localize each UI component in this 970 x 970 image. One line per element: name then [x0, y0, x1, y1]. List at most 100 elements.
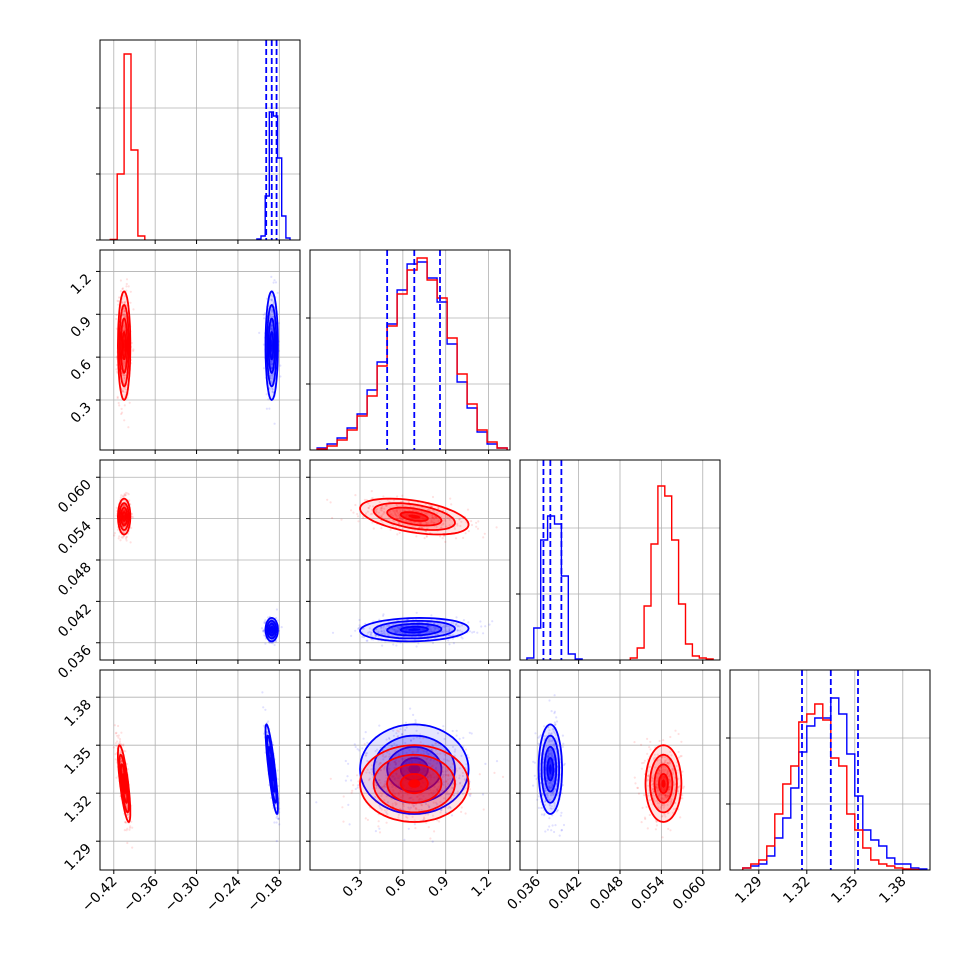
scatter-point	[403, 509, 406, 512]
scatter-point	[416, 761, 419, 764]
gridlines-2-2	[520, 460, 720, 660]
scatter-point	[550, 740, 554, 743]
scatter-point	[364, 622, 367, 625]
scatter-point	[117, 296, 121, 299]
scatter-point	[483, 532, 486, 535]
scatter-point	[467, 621, 470, 624]
scatter-point	[125, 829, 128, 832]
scatter-point	[117, 734, 120, 737]
scatter-point	[546, 755, 550, 758]
scatter-point	[270, 308, 273, 311]
scatter-point	[126, 768, 129, 771]
scatter-point	[431, 516, 435, 519]
scatter-point	[551, 824, 554, 827]
scatter-point	[413, 756, 416, 760]
scatter-point	[422, 737, 425, 740]
scatter-point	[271, 309, 274, 312]
scatter-point	[550, 794, 553, 797]
scatter-point	[262, 706, 265, 709]
scatter-point	[550, 748, 553, 752]
scatter-point	[353, 743, 356, 746]
panel-frame	[309, 669, 511, 871]
scatter-point	[408, 808, 411, 811]
scatter-point	[460, 754, 463, 758]
scatter-point	[550, 732, 553, 735]
scatter-point	[441, 625, 444, 629]
scatter-point	[407, 757, 410, 761]
scatter-point	[428, 774, 431, 777]
scatter-point	[437, 780, 440, 784]
scatter-point	[429, 504, 432, 507]
scatter-point	[428, 775, 431, 778]
scatter-point	[426, 752, 429, 755]
scatter-point	[548, 740, 551, 743]
scatter-point	[263, 634, 266, 637]
scatter-point	[511, 513, 513, 515]
scatter-point	[431, 840, 434, 843]
scatter-point	[562, 742, 565, 745]
scatter-point	[124, 537, 128, 540]
scatter-point	[379, 509, 382, 512]
scatter-point	[417, 750, 420, 753]
scatter-point	[407, 501, 411, 504]
scatter-point	[440, 523, 443, 527]
scatter-point	[125, 762, 128, 766]
scatter-point	[399, 510, 402, 513]
scatter-point	[436, 632, 439, 636]
scatter-point	[677, 785, 680, 789]
scatter-point	[432, 784, 435, 787]
scatter-point	[122, 522, 126, 525]
scatter-point	[458, 774, 461, 777]
scatter-point	[400, 757, 403, 760]
scatter-point	[422, 752, 425, 755]
scatter-point	[432, 801, 435, 804]
scatter-point	[365, 639, 368, 642]
scatter-point	[482, 632, 485, 635]
scatter-point	[394, 509, 397, 512]
scatter-point	[441, 789, 444, 792]
scatter-point	[550, 805, 553, 808]
scatter-point	[552, 790, 555, 794]
scatter-point	[392, 643, 395, 646]
scatter-point	[537, 736, 540, 739]
scatter-point	[269, 363, 273, 366]
scatter-point	[123, 328, 127, 331]
scatter-point	[545, 745, 548, 748]
scatter-point	[434, 766, 438, 770]
scatter-point	[124, 388, 127, 391]
scatter-point	[443, 797, 446, 800]
scatter-point	[397, 813, 400, 817]
scatter-point	[424, 802, 428, 806]
scatter-point	[128, 828, 131, 831]
scatter-point	[436, 819, 439, 822]
scatter-point	[368, 777, 371, 780]
scatter-point	[434, 637, 437, 640]
scatter-point	[115, 506, 118, 509]
scatter-point	[425, 512, 428, 515]
scatter-point	[451, 637, 455, 640]
scatter-point	[425, 763, 428, 766]
scatter-point	[445, 780, 448, 783]
scatter-point	[466, 508, 470, 511]
scatter-point	[361, 747, 364, 750]
scatter-point	[382, 510, 385, 513]
scatter-point	[383, 631, 386, 634]
axes-1-1	[306, 249, 511, 454]
scatter-point	[370, 631, 373, 634]
scatter-point	[271, 360, 274, 363]
scatter-point	[418, 809, 421, 812]
contour-line-series-1	[359, 723, 470, 815]
scatter-point	[535, 777, 538, 781]
gridlines-3-2	[520, 670, 720, 870]
scatter-point	[271, 315, 274, 318]
scatter-point	[402, 802, 405, 805]
scatter-point	[380, 627, 383, 630]
scatter-point	[383, 799, 386, 802]
scatter-point	[407, 771, 410, 774]
scatter-point	[410, 755, 413, 758]
scatter-point	[124, 315, 127, 318]
scatter-point	[429, 783, 432, 786]
scatter-point	[362, 737, 365, 740]
scatter-point	[415, 535, 418, 538]
scatter-point	[121, 495, 125, 498]
